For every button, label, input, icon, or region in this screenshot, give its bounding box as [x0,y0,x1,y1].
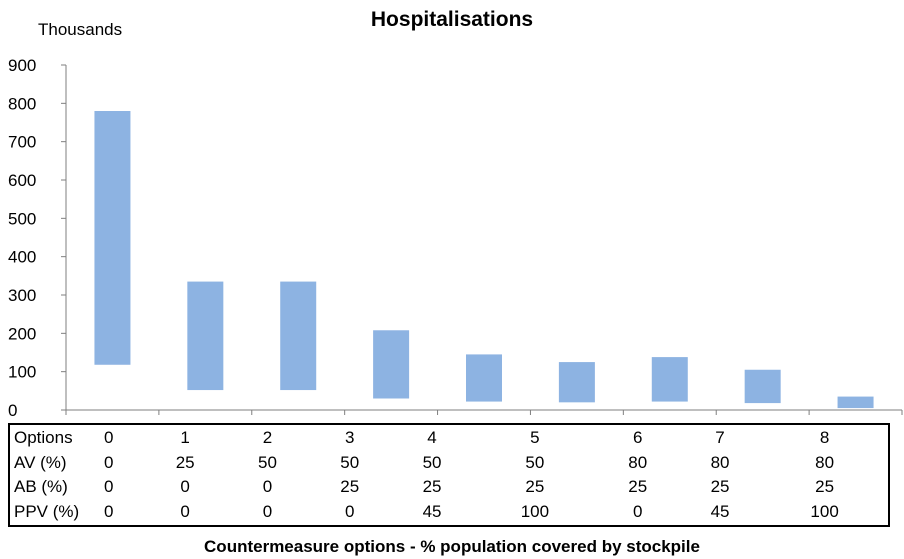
options-cell: 0 [633,502,643,522]
x-axis-label: Countermeasure options - % population co… [204,537,700,556]
options-row-label: AV (%) [14,452,67,472]
options-cell: 7 [715,427,725,447]
options-cell: 25 [628,477,648,497]
y-tick-label: 900 [8,56,36,75]
options-row: PPV (%) 0 0 0 0 45 100 0 45 100 [9,500,889,526]
axes: 0 100 200 300 400 500 600 700 800 900 [8,56,903,420]
options-cell: 2 [262,427,273,447]
options-cell: 25 [340,477,360,497]
y-tick-label: 300 [8,286,36,305]
bar-option-0 [94,111,131,365]
options-cell: 0 [104,502,114,522]
options-cell: 80 [628,452,648,472]
options-cell: 0 [104,452,114,472]
options-table: Options 0 1 2 3 4 5 6 7 8 AV (%) 0 25 50 50 50 50 80 80 80 A… [8,423,890,527]
options-cell: 50 [422,452,442,472]
options-cell: 45 [710,502,730,522]
options-row-label: Options [14,427,73,447]
options-cell: 0 [262,502,273,522]
y-tick-label: 500 [8,209,36,228]
options-cell: 100 [520,502,550,522]
options-cell: 0 [345,502,355,522]
options-cell: 50 [340,452,360,472]
options-cell: 0 [104,427,114,447]
options-cell: 100 [810,502,839,522]
bar-option-5 [558,362,595,403]
options-cell: 50 [525,452,545,472]
options-row-label: PPV (%) [14,502,80,522]
options-row-label: AB (%) [14,477,68,497]
options-cell: 0 [180,477,190,497]
options-row: AB (%) 0 0 0 25 25 25 25 25 25 [9,475,889,500]
options-cell: 25 [710,477,730,497]
options-row: Options 0 1 2 3 4 5 6 7 8 [9,424,889,450]
bar-option-8 [837,396,874,409]
options-cell: 80 [710,452,730,472]
options-cell: 0 [262,477,273,497]
y-tick-label: 200 [8,324,36,343]
options-cell: 1 [180,427,190,447]
bar-option-3 [373,330,410,399]
bar-chart: 0 100 200 300 400 500 600 700 800 900 [8,56,903,420]
options-cell: 8 [819,427,830,447]
y-tick-label: 100 [8,363,36,382]
options-cell: 4 [427,427,437,447]
options-cell: 3 [345,427,355,447]
y-tick-label: 800 [8,94,36,113]
bar-option-4 [466,354,502,402]
options-cell: 80 [815,452,835,472]
options-cell: 25 [422,477,442,497]
bar-option-7 [744,369,781,404]
options-cell: 25 [815,477,835,497]
y-units-label: Thousands [38,20,123,39]
options-cell: 45 [422,502,442,522]
y-tick-label: 0 [8,401,17,420]
options-cell: 6 [633,427,643,447]
bar-option-2 [280,281,317,391]
options-cell: 0 [104,477,114,497]
bar-option-1 [187,281,224,391]
y-tick-label: 400 [8,248,36,267]
chart-title: Hospitalisations [370,8,534,31]
bars [94,111,874,409]
options-cell: 5 [530,427,540,447]
options-cell: 0 [180,502,190,522]
options-cell: 25 [175,452,195,472]
options-cell: 50 [257,452,277,472]
options-row: AV (%) 0 25 50 50 50 50 80 80 80 [9,450,889,475]
bar-option-6 [651,357,688,402]
y-tick-label: 700 [8,133,36,152]
options-cell: 25 [525,477,545,497]
y-tick-label: 600 [8,171,36,190]
